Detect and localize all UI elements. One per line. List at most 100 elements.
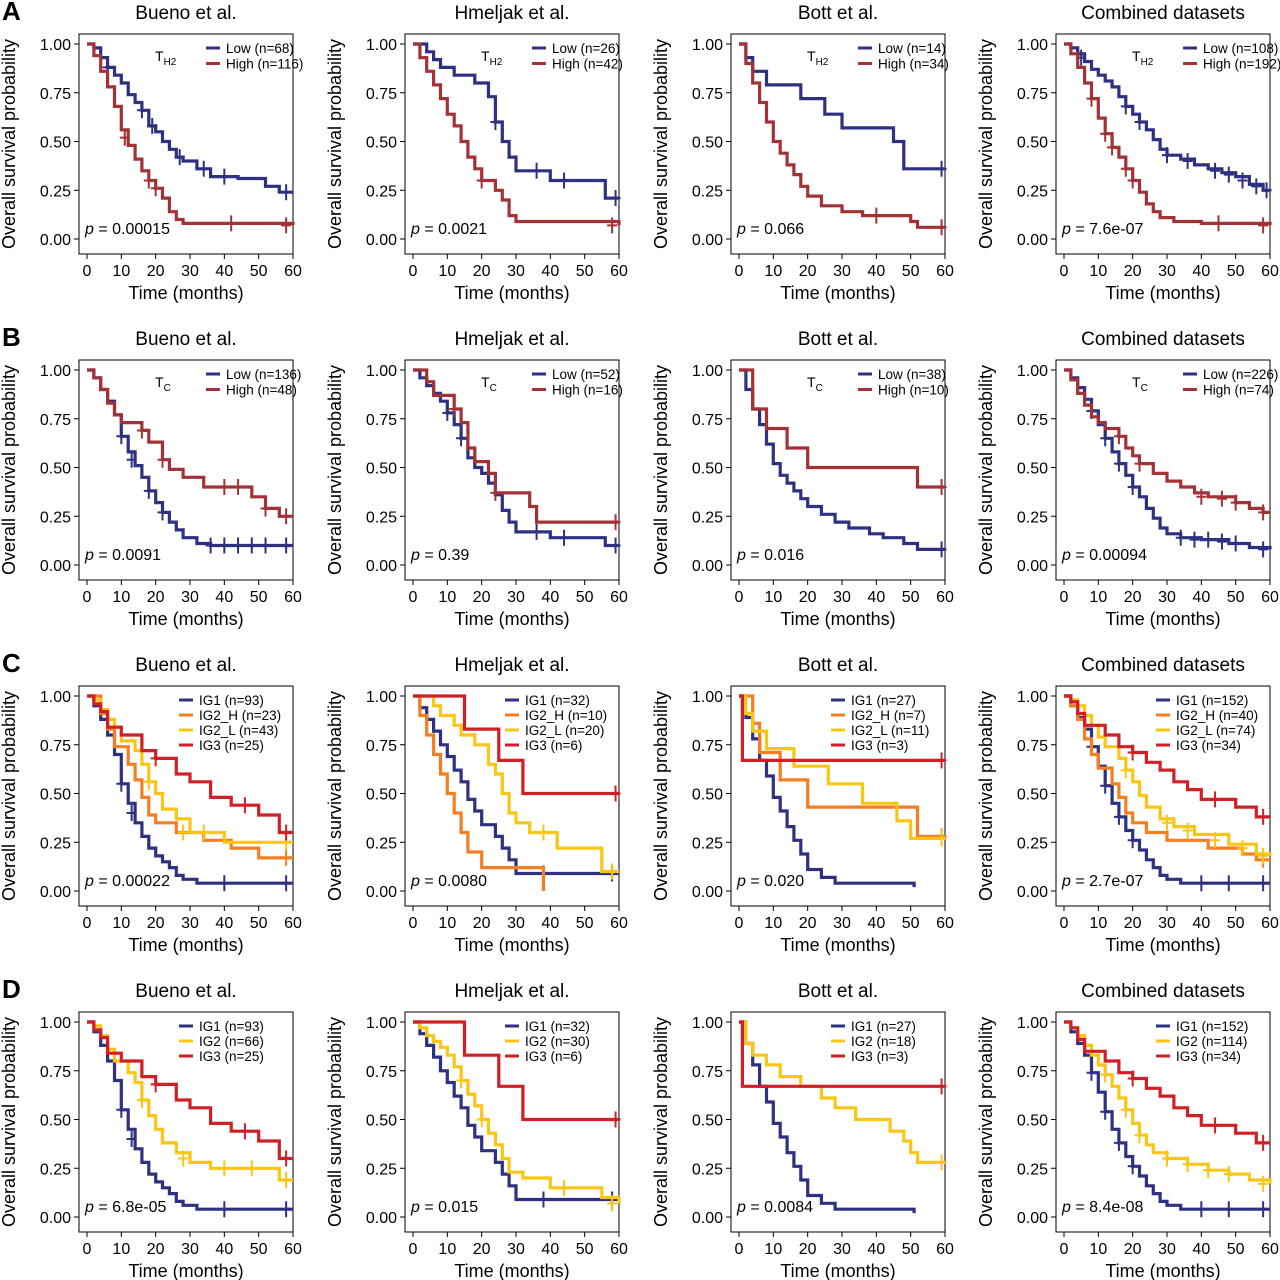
x-axis-label: Time (months) (780, 609, 895, 629)
y-tick-label: 0.50 (692, 1113, 723, 1130)
censor-mark (1223, 875, 1234, 892)
legend-entry: IG3 (n=3) (851, 738, 908, 753)
legend-entry: IG1 (n=152) (1176, 1019, 1248, 1034)
y-tick-label: 1.00 (40, 689, 71, 706)
censor-mark (1210, 1117, 1221, 1134)
km-panel-c-combined-datasets: Combined datasets 0.00 0.25 0.50 0.75 1.00 0 10… (976, 655, 1279, 955)
legend-entry: IG3 (n=6) (525, 1049, 582, 1064)
y-tick-label: 0.75 (1017, 1064, 1048, 1081)
censor-mark (490, 114, 501, 130)
censor-mark (1258, 847, 1269, 864)
y-tick-label: 0.25 (692, 509, 723, 526)
y-tick-label: 0.00 (1017, 232, 1048, 249)
x-tick-label: 30 (507, 589, 525, 606)
x-tick-label: 10 (764, 1241, 782, 1258)
legend-entry: IG2 (n=18) (851, 1034, 916, 1049)
x-tick-label: 60 (284, 589, 302, 606)
x-tick-label: 0 (83, 1241, 92, 1258)
censor-mark (136, 102, 147, 119)
y-axis-label: Overall survival probability (0, 39, 19, 249)
censor-mark (456, 430, 467, 447)
km-curve-low (413, 42, 619, 200)
y-tick-label: 0.50 (1017, 135, 1048, 152)
km-panel-d-bott-et-al: Bott et al. 0.00 0.25 0.50 0.75 1.00 0 10 20 30 40… (651, 981, 954, 1280)
km-curve-ig1 (413, 694, 619, 876)
legend-entry: IG3 (n=34) (1176, 1049, 1241, 1064)
censor-mark (126, 451, 137, 468)
x-tick-label: 30 (181, 915, 199, 932)
censor-mark (1100, 1103, 1111, 1120)
legend-entry: IG1 (n=152) (1176, 693, 1248, 708)
censor-mark (538, 1191, 549, 1208)
x-tick-label: 30 (1158, 1241, 1176, 1258)
y-tick-label: 0.50 (40, 1113, 71, 1130)
legend-entry: IG1 (n=93) (199, 1019, 264, 1034)
x-tick-label: 60 (1261, 1241, 1279, 1258)
legend-entry: IG2 (n=114) (1176, 1034, 1247, 1049)
y-tick-label: 0.00 (692, 884, 723, 901)
legend-entry: High (n=10) (878, 383, 949, 398)
y-axis-label: Overall survival probability (325, 1017, 345, 1227)
plot-frame (1055, 33, 1271, 255)
x-tick-label: 20 (1124, 263, 1142, 280)
x-tick-label: 60 (1261, 589, 1279, 606)
p-value-label: p = 0.0091 (84, 547, 161, 564)
y-axis-label: Overall survival probability (976, 365, 996, 575)
censor-mark (281, 1171, 292, 1188)
legend-entry: IG1 (n=32) (525, 1019, 590, 1034)
y-tick-label: 0.75 (366, 412, 397, 429)
legend-entry: High (n=42) (552, 57, 623, 72)
x-tick-label: 30 (507, 263, 525, 280)
x-tick-label: 0 (1060, 589, 1069, 606)
p-value-label: p = 0.0080 (410, 873, 487, 890)
km-panel-a-combined-datasets: Combined datasets 0.00 0.25 0.50 0.75 1.00 0 10… (976, 3, 1280, 303)
x-tick-label: 40 (215, 1241, 233, 1258)
x-tick-label: 30 (1158, 915, 1176, 932)
km-panel-b-bott-et-al: Bott et al. 0.00 0.25 0.50 0.75 1.00 0 10 20 30 40… (651, 329, 954, 629)
x-tick-label: 30 (181, 1241, 199, 1258)
x-tick-label: 10 (764, 263, 782, 280)
censor-mark (150, 180, 161, 197)
x-tick-label: 10 (1089, 915, 1107, 932)
legend-title: TC (807, 374, 823, 394)
y-tick-label: 0.75 (1017, 738, 1048, 755)
legend-title: TC (481, 374, 497, 394)
x-tick-label: 40 (867, 589, 885, 606)
x-tick-label: 50 (902, 1241, 920, 1258)
x-tick-label: 10 (1089, 1241, 1107, 1258)
censor-mark (136, 422, 147, 439)
panel-title: Combined datasets (1081, 329, 1245, 350)
y-tick-label: 0.00 (366, 1210, 397, 1227)
panel-row-label: B (2, 322, 21, 352)
p-value: 0.39 (438, 547, 469, 564)
censor-mark (178, 1150, 189, 1167)
censor-mark (936, 1078, 947, 1095)
censor-mark (126, 805, 137, 821)
x-tick-label: 30 (1158, 589, 1176, 606)
km-curve-ig3 (739, 1020, 945, 1088)
x-tick-label: 40 (541, 589, 559, 606)
legend-entry: IG3 (n=25) (199, 738, 264, 753)
y-tick-label: 1.00 (1017, 689, 1048, 706)
y-tick-label: 0.25 (40, 183, 71, 200)
x-tick-label: 20 (473, 915, 491, 932)
panel-title: Hmeljak et al. (454, 3, 569, 24)
x-tick-label: 0 (735, 915, 744, 932)
x-tick-label: 60 (284, 263, 302, 280)
censor-mark (1100, 777, 1111, 794)
censor-mark (1113, 455, 1124, 472)
censor-mark (1196, 488, 1207, 505)
x-tick-label: 50 (250, 263, 268, 280)
y-tick-label: 1.00 (40, 1015, 71, 1032)
censor-mark (1196, 1201, 1207, 1218)
legend-entry: IG1 (n=32) (525, 693, 590, 708)
y-tick-label: 1.00 (692, 689, 723, 706)
km-curve-ig2 (739, 1020, 945, 1164)
legend-entry: Low (n=68) (226, 41, 294, 56)
km-panel-b-bueno-et-al: Bueno et al. 0.00 0.25 0.50 0.75 1.00 0 10 20 30 4… (0, 329, 302, 629)
x-axis-label: Time (months) (128, 609, 243, 629)
censor-mark (281, 537, 292, 554)
legend-entry: Low (n=108) (1203, 41, 1278, 56)
x-tick-label: 60 (610, 1241, 628, 1258)
km-curve-ig2-h (413, 694, 546, 891)
